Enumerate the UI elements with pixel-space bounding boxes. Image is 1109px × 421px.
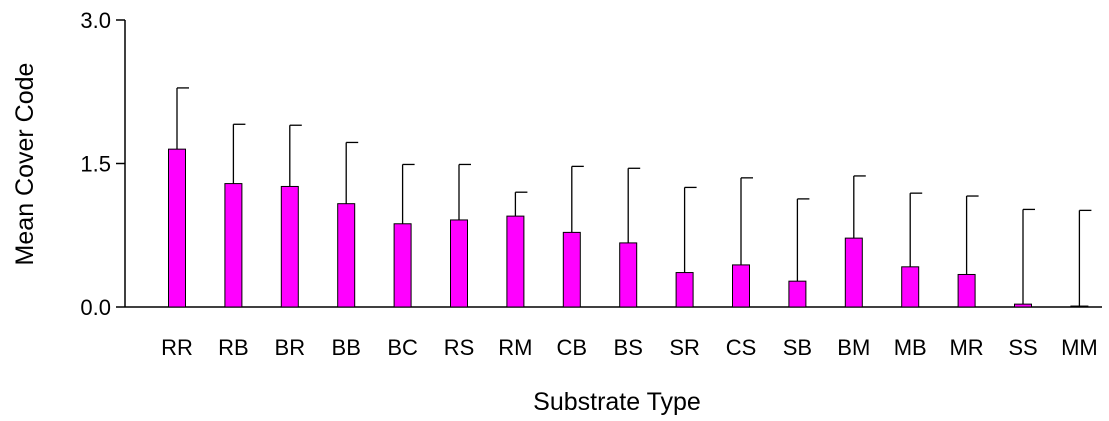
- bar-rb: [224, 183, 243, 308]
- x-tick-label: MR: [949, 335, 983, 360]
- error-bar-cb: [571, 165, 584, 233]
- bar-bb: [337, 203, 356, 308]
- x-tick-label: BM: [837, 335, 870, 360]
- x-tick-label: RM: [498, 335, 532, 360]
- error-bar-mr: [965, 195, 979, 275]
- x-tick-label: BB: [332, 335, 361, 360]
- bar-cb: [562, 231, 581, 308]
- x-tick-label: MM: [1061, 335, 1098, 360]
- x-tick-label: SR: [669, 335, 700, 360]
- y-axis-title: Mean Cover Code: [11, 63, 39, 266]
- bar-mb: [901, 266, 920, 308]
- x-axis-title: Substrate Type: [533, 388, 701, 416]
- error-bar-bm: [853, 175, 866, 239]
- error-bar-bs: [627, 167, 641, 243]
- bar-cs: [732, 264, 750, 308]
- x-tick-label: BR: [275, 335, 306, 360]
- bar-mm: [1070, 305, 1089, 308]
- y-tick-label: 1.5: [80, 152, 111, 177]
- y-tick-label: 0.0: [80, 295, 111, 320]
- x-axis: RR RB BR BB BC RS RM CB BS SR CS SB BM MB MR SS MM: [125, 306, 1102, 360]
- x-tick-label: SB: [783, 335, 812, 360]
- error-bar-bb: [345, 141, 359, 204]
- x-tick-label: CB: [557, 335, 588, 360]
- bar-bs: [619, 242, 638, 308]
- x-tick-label: RR: [161, 335, 193, 360]
- error-bar-rb: [232, 123, 246, 184]
- bars-series: [168, 148, 1089, 308]
- x-tick-label: RS: [444, 335, 475, 360]
- bar-br: [280, 185, 299, 308]
- error-bar-bc: [401, 163, 415, 224]
- x-tick-label: MB: [894, 335, 927, 360]
- error-bar-rs: [458, 163, 471, 220]
- x-tick-label: BS: [614, 335, 643, 360]
- x-tick-label: CS: [726, 335, 757, 360]
- bar-rm: [506, 215, 525, 308]
- bar-ss: [1014, 303, 1032, 308]
- bar-rr: [168, 148, 186, 308]
- bar-sb: [788, 280, 807, 308]
- error-bar-sb: [796, 198, 810, 282]
- bar-rs: [450, 219, 468, 308]
- bar-bm: [844, 237, 863, 308]
- y-axis: 0.0 1.5 3.0: [80, 8, 126, 320]
- error-bar-ss: [1022, 208, 1035, 305]
- error-bar-br: [289, 124, 302, 187]
- bar-sr: [675, 272, 694, 308]
- error-bar-mb: [909, 192, 923, 267]
- error-bar-rm: [514, 191, 528, 217]
- error-bar-rr: [176, 87, 189, 150]
- error-bars: [176, 87, 1092, 307]
- error-bar-cs: [740, 177, 753, 265]
- bar-bc: [393, 223, 412, 308]
- error-bar-mm: [1078, 209, 1092, 307]
- x-tick-label: BC: [387, 335, 418, 360]
- x-tick-label: RB: [218, 335, 249, 360]
- bar-mr: [957, 273, 976, 308]
- x-tick-label: SS: [1008, 335, 1037, 360]
- error-bar-sr: [683, 186, 697, 273]
- y-tick-label: 3.0: [80, 8, 111, 33]
